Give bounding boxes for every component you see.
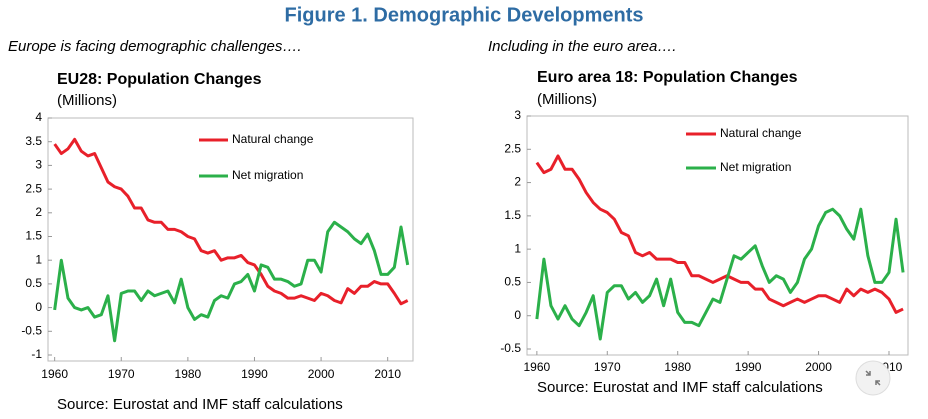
source-note: Source: Eurostat and IMF staff calculati… [57,396,343,413]
x-tick-label: 1960 [524,360,551,374]
x-tick-label: 1980 [175,367,202,381]
button-icon[interactable] [865,370,881,386]
y-tick-label: 0 [35,300,42,314]
y-tick-label: 1 [514,241,521,255]
y-tick-label: -1 [31,347,42,361]
y-tick-label: 2 [514,175,521,189]
source-note: Source: Eurostat and IMF staff calculati… [537,379,823,396]
plot-frame [526,115,909,356]
x-tick-label: 2000 [308,367,335,381]
x-tick-label: 1970 [594,360,621,374]
y-tick-label: 0.5 [504,275,521,289]
chart-subtitle: (Millions) [57,92,117,109]
data-line [53,137,409,306]
y-tick-label: 0 [514,308,521,322]
x-tick-label: 2010 [374,367,401,381]
y-tick-label: 4 [35,110,42,124]
data-line [53,220,410,343]
chart-caption: Europe is facing demographic challenges…… [8,38,302,55]
y-tick-label: 1.5 [25,229,42,243]
y-tick-label: 3 [35,158,42,172]
legend-label: Natural change [232,132,314,146]
fullscreen-button[interactable] [855,360,891,396]
data-line [535,207,905,341]
chart-title: EU28: Population Changes [57,71,262,88]
x-tick-label: 1980 [664,360,691,374]
figure-title: Figure 1. Demographic Developments [285,4,644,26]
x-tick-label: 2000 [805,360,832,374]
x-tick-label: 1970 [108,367,135,381]
legend-label: Net migration [720,160,791,174]
y-tick-label: -0.5 [500,341,521,355]
y-tick-label: 1.5 [504,208,521,222]
y-tick-label: 1 [35,252,42,266]
x-tick-label: 1990 [241,367,268,381]
y-tick-label: -0.5 [21,323,42,337]
y-tick-label: 0.5 [25,276,42,290]
y-tick-label: 3.5 [25,134,42,148]
x-tick-label: 1960 [41,367,68,381]
chart-caption: Including in the euro area…. [488,38,676,55]
chart-title: Euro area 18: Population Changes [537,69,798,86]
plot-frame [47,117,414,362]
y-tick-label: 2.5 [504,141,521,155]
y-tick-label: 2.5 [25,181,42,195]
x-tick-label: 1990 [735,360,762,374]
data-line [535,154,904,314]
legend-label: Natural change [720,126,802,140]
legend-label: Net migration [232,168,303,182]
button-circle[interactable] [855,360,891,396]
y-tick-label: 3 [514,108,521,122]
y-tick-label: 2 [35,205,42,219]
chart-subtitle: (Millions) [537,91,597,108]
